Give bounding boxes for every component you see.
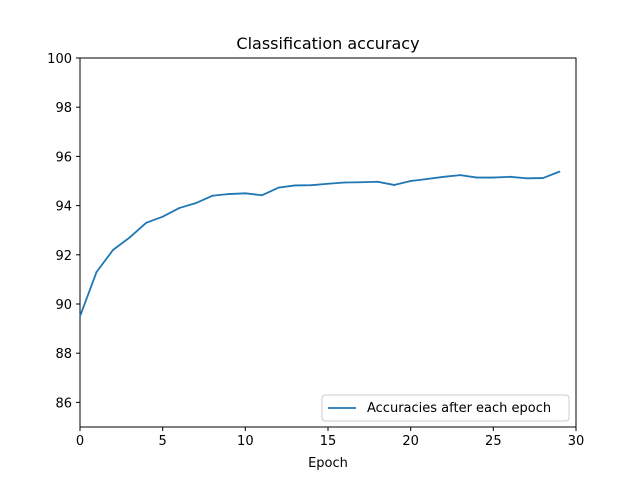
plot-frame: [79, 57, 577, 428]
chart-title: Classification accuracy: [236, 34, 419, 53]
data-point: [112, 248, 114, 251]
data-point: [161, 215, 164, 218]
data-point: [475, 176, 478, 179]
data-point: [558, 170, 561, 173]
x-tick-label: 20: [402, 434, 419, 449]
legend: Accuracies after each epoch: [321, 394, 570, 422]
data-point: [442, 175, 445, 178]
data-point: [227, 193, 230, 195]
data-point: [343, 181, 346, 184]
x-tick-label: 30: [568, 434, 585, 449]
y-tick-label: 88: [55, 347, 72, 362]
legend-entry: Accuracies after each epoch: [367, 401, 551, 416]
y-tick-label: 90: [55, 298, 72, 313]
x-axis: 0 5 10 15 20 25 30: [76, 427, 584, 449]
y-tick-label: 86: [55, 396, 72, 411]
x-tick-label: 0: [76, 434, 84, 449]
data-point: [360, 181, 362, 184]
data-point: [525, 177, 528, 180]
plot-area: [79, 57, 577, 428]
y-tick-label: 94: [55, 200, 72, 215]
data-point: [178, 207, 181, 209]
data-point: [426, 178, 429, 180]
x-tick-label: 10: [237, 434, 254, 449]
data-point: [310, 184, 313, 187]
data-point: [492, 176, 495, 179]
data-point: [128, 236, 131, 239]
data-point: [211, 194, 214, 197]
y-axis: 86 88 90 92 94 96 98 100: [47, 52, 80, 411]
x-tick-label: 25: [485, 434, 502, 449]
data-point: [95, 271, 98, 273]
y-tick-label: 92: [55, 249, 72, 264]
x-tick-label: 15: [320, 434, 337, 449]
y-tick-label: 98: [55, 101, 72, 116]
x-axis-label: Epoch: [308, 456, 348, 471]
data-point: [294, 184, 296, 187]
data-point: [260, 194, 263, 197]
data-point: [393, 184, 396, 186]
data-point: [508, 175, 511, 178]
data-point: [79, 315, 81, 318]
legend-box: [321, 394, 570, 422]
series-line-0: [79, 170, 560, 317]
data-point: [145, 221, 148, 224]
data-point: [459, 174, 462, 176]
y-tick-label: 96: [55, 150, 72, 165]
y-tick-label: 100: [47, 52, 72, 67]
data-point: [327, 182, 329, 185]
data-point: [244, 192, 247, 195]
data-point: [376, 180, 379, 183]
x-tick-label: 5: [159, 434, 167, 449]
data-point: [542, 177, 544, 179]
data-point: [409, 180, 412, 182]
data-point: [194, 202, 197, 205]
data-point: [277, 186, 280, 189]
